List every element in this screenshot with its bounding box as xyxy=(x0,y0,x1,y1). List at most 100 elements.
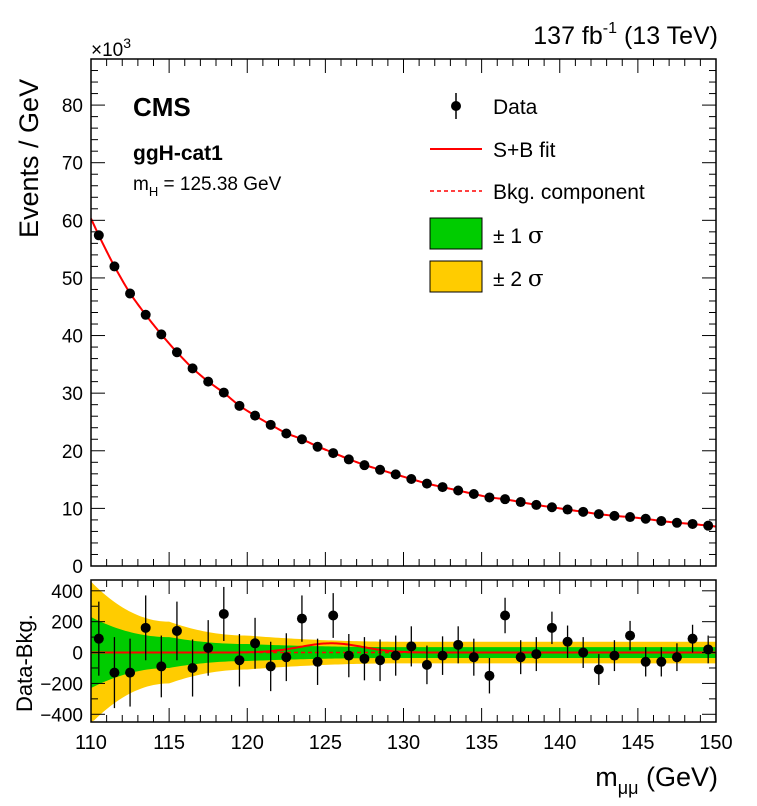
ratio-data-point xyxy=(296,613,307,624)
ratio-data-point xyxy=(312,656,323,667)
legend-1sigma-label: ± 1 σ xyxy=(493,223,544,249)
x-axis-title: mμμ (GeV) xyxy=(595,762,718,798)
ratio-data-point xyxy=(531,649,542,660)
ratio-data-point xyxy=(703,644,714,655)
x-tick-label: 130 xyxy=(387,732,420,754)
ratio-data-point xyxy=(125,667,136,678)
x-tick-label: 140 xyxy=(543,732,576,754)
ratio-plot-frame xyxy=(90,579,717,723)
legend-bkg-label: Bkg. component xyxy=(493,181,645,204)
mass-label: mH = 125.38 GeV xyxy=(133,174,282,199)
y-tick-label: 80 xyxy=(62,96,83,117)
main-data-point xyxy=(375,464,386,475)
ratio-data-point xyxy=(343,650,354,661)
y-tick-label: 10 xyxy=(62,499,83,520)
main-fit-curves xyxy=(90,218,717,528)
ratio-data-point xyxy=(640,656,651,667)
main-data-point xyxy=(125,288,136,299)
main-fit-curve xyxy=(90,218,717,528)
main-bkg-curve xyxy=(90,218,717,528)
main-data-point xyxy=(500,494,511,505)
legend: Data S+B fit Bkg. component ± 1 σ ± 2 σ xyxy=(429,93,645,293)
main-data-point xyxy=(343,454,354,465)
y-tick-label: 50 xyxy=(62,269,83,290)
main-data-point xyxy=(312,441,323,452)
ratio-data-point xyxy=(93,633,104,644)
x-tick-label: 120 xyxy=(231,732,264,754)
main-data-points xyxy=(93,230,714,531)
ratio-y-tick-label: 400 xyxy=(51,582,83,603)
ratio-data-point xyxy=(140,622,151,633)
y-tick-label: 20 xyxy=(62,442,83,463)
main-data-point xyxy=(140,309,151,320)
ratio-data-point xyxy=(218,608,229,619)
ratio-data-point xyxy=(406,641,417,652)
ratio-axes: 110 115 120 125 130 135 140 145 150 −400 −200 0 200 4… xyxy=(40,580,733,754)
main-data-point xyxy=(171,347,182,358)
ratio-data-point xyxy=(546,622,557,633)
main-data-point xyxy=(421,478,432,489)
main-y-axis-title: Events / GeV xyxy=(14,79,44,238)
main-data-point xyxy=(390,469,401,480)
ratio-data-point xyxy=(593,664,604,675)
ratio-data-point xyxy=(671,652,682,663)
y-tick-label: 70 xyxy=(62,154,83,175)
legend-1sigma-swatch xyxy=(429,217,483,250)
ratio-data-point xyxy=(171,625,182,636)
cms-label: CMS xyxy=(133,92,191,122)
y-tick-label: 40 xyxy=(62,327,83,348)
main-data-point xyxy=(609,510,620,521)
ratio-data-point xyxy=(109,667,120,678)
ratio-data-point xyxy=(687,633,698,644)
x-tick-label: 150 xyxy=(699,732,732,754)
main-data-point xyxy=(296,434,307,445)
main-data-point xyxy=(203,376,214,387)
main-data-point xyxy=(687,518,698,529)
ratio-y-tick-label: 200 xyxy=(51,613,83,634)
ratio-data-point xyxy=(484,670,495,681)
main-data-point xyxy=(234,400,245,411)
main-data-point xyxy=(406,474,417,485)
ratio-data-point xyxy=(281,652,292,663)
ratio-data-point xyxy=(203,642,214,653)
main-data-point xyxy=(531,499,542,510)
ratio-data-point xyxy=(468,652,479,663)
ratio-data-point xyxy=(421,659,432,670)
ratio-data-point xyxy=(578,647,589,658)
main-data-point xyxy=(328,448,339,459)
y-tick-label: 60 xyxy=(62,211,83,232)
main-data-point xyxy=(250,410,261,421)
main-plot-frame xyxy=(90,58,717,567)
main-data-point xyxy=(656,516,667,527)
ratio-data-point xyxy=(562,636,573,647)
main-data-point xyxy=(578,506,589,517)
main-data-point xyxy=(640,513,651,524)
main-data-point xyxy=(156,329,167,340)
y-exponent-label: ×103 xyxy=(91,35,131,61)
main-data-point xyxy=(703,520,714,531)
main-data-point xyxy=(671,517,682,528)
ratio-data-point xyxy=(656,656,667,667)
main-data-point xyxy=(281,428,292,439)
x-tick-label: 110 xyxy=(75,732,107,754)
y-tick-label: 30 xyxy=(62,384,83,405)
x-tick-label: 125 xyxy=(309,732,342,754)
ratio-data-point xyxy=(234,655,245,666)
main-data-point xyxy=(437,482,448,493)
ratio-data-point xyxy=(265,661,276,672)
main-data-point xyxy=(109,261,120,272)
ratio-y-axis-title: Data-Bkg. xyxy=(12,614,37,712)
ratio-data-point xyxy=(453,639,464,650)
x-tick-label: 145 xyxy=(621,732,654,754)
ratio-y-tick-label: −400 xyxy=(40,705,83,726)
ratio-data-point xyxy=(437,650,448,661)
main-data-point xyxy=(625,512,636,523)
ratio-y-tick-label: 0 xyxy=(72,644,83,665)
legend-fit-label: S+B fit xyxy=(493,139,556,162)
ratio-data-point xyxy=(375,655,386,666)
ratio-data-point xyxy=(609,650,620,661)
legend-data-label: Data xyxy=(493,96,538,119)
main-data-point xyxy=(593,509,604,520)
ratio-data-point xyxy=(250,638,261,649)
ratio-data-point xyxy=(515,652,526,663)
